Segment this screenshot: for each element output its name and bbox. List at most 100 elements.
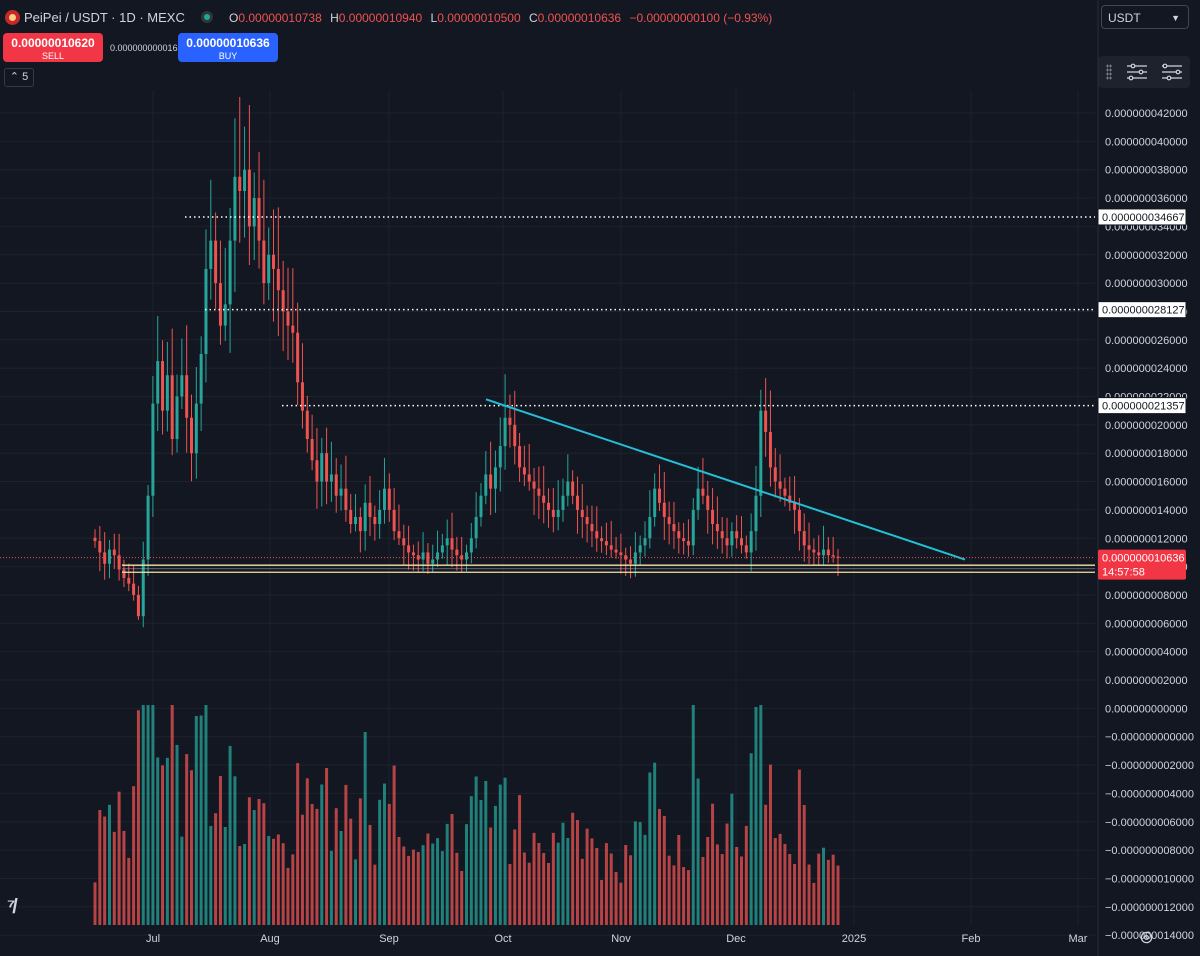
candle-body	[788, 495, 792, 503]
volume-bar	[329, 850, 333, 925]
price-axis-label: 0.000000014000	[1105, 505, 1188, 517]
price-axis-label: 0.000000032000	[1105, 250, 1188, 262]
symbol-title[interactable]: PeiPei / USDT · 1D · MEXC	[24, 10, 185, 25]
candle-body	[725, 538, 729, 546]
volume-bar	[508, 864, 512, 925]
candle-body	[542, 495, 546, 503]
candle-body	[407, 545, 411, 553]
volume-bar	[759, 705, 763, 925]
candle-body	[826, 549, 830, 556]
level-price-tag	[1097, 397, 1187, 415]
volume-bar	[156, 757, 160, 925]
settings-lines-tool-icon[interactable]	[1161, 63, 1183, 81]
buy-button[interactable]: 0.00000010636 BUY	[178, 33, 278, 62]
chevron-up-icon: ⌃	[9, 71, 20, 83]
candle-body	[513, 424, 517, 447]
volume-bar	[474, 776, 478, 925]
volume-bar	[450, 814, 454, 925]
candle-body	[238, 176, 242, 191]
candle-body	[243, 169, 247, 191]
buy-price: 0.00000010636	[186, 36, 270, 50]
market-status-icon[interactable]	[201, 11, 213, 23]
volume-bar	[527, 862, 531, 925]
volume-bar	[547, 862, 551, 925]
high-value: 0.00000010940	[338, 11, 423, 25]
price-axis-label: 0.000000012000	[1105, 533, 1188, 545]
candle-body	[532, 481, 536, 489]
volume-bar	[493, 805, 497, 925]
volume-bar	[614, 871, 618, 925]
candle-body	[373, 516, 377, 525]
price-axis-label: 0.000000040000	[1105, 136, 1188, 148]
volume-bar	[344, 784, 348, 925]
currency-select[interactable]: USDT ▼	[1101, 5, 1189, 29]
volume-bar	[247, 797, 251, 925]
volume-bar	[170, 705, 174, 925]
candle-body	[749, 531, 753, 553]
volume-bar	[657, 808, 661, 925]
volume-bar	[305, 778, 309, 925]
volume-bar	[165, 757, 169, 925]
gear-icon[interactable]	[1139, 930, 1154, 945]
chevron-down-icon: ▼	[1171, 13, 1180, 23]
time-axis-label: Nov	[611, 933, 631, 945]
candle-body	[836, 556, 840, 559]
candle-body	[469, 538, 473, 553]
volume-bar	[349, 818, 353, 925]
candle-body	[156, 361, 160, 404]
candle-body	[189, 417, 193, 454]
volume-bar	[764, 804, 768, 925]
volume-bar	[107, 804, 111, 925]
candle-body	[175, 396, 179, 440]
candle-body	[93, 537, 97, 542]
volume-bar	[175, 744, 179, 925]
sell-button[interactable]: 0.00000010620 SELL	[3, 33, 103, 62]
descending-trendline	[485, 398, 966, 561]
candle-body	[325, 453, 329, 482]
price-tags: 0.000000034667 0.000000028127 0.0000000213…	[1097, 208, 1187, 580]
volume-bar	[262, 803, 266, 925]
price-axis-label: 0.000000018000	[1105, 448, 1188, 460]
volume-bar	[725, 823, 729, 925]
peipei-coin-icon	[5, 10, 20, 25]
horizontal-lines-tool-icon[interactable]	[1126, 63, 1148, 81]
time-axis-label: Feb	[962, 933, 981, 945]
volume-bar	[826, 859, 830, 925]
volume-bar	[522, 852, 526, 925]
candle-body	[98, 541, 102, 553]
indicators-toggle[interactable]: ⌃ 5	[4, 68, 34, 87]
candle-body	[648, 516, 652, 539]
volume-bar	[373, 864, 377, 925]
candle-body	[793, 502, 797, 510]
candle-body	[354, 516, 358, 525]
open-key: O	[229, 11, 239, 25]
time-axis-label: Sep	[379, 933, 399, 945]
volume-bar	[696, 778, 700, 925]
price-axis-label: 0.000000016000	[1105, 477, 1188, 489]
price-axis-label: 0.000000036000	[1105, 193, 1188, 205]
volume-bar	[715, 844, 719, 925]
candle-body	[141, 559, 145, 617]
volume-bar	[238, 846, 242, 925]
volume-bar	[368, 824, 372, 925]
candle-body	[310, 439, 314, 461]
volume-bar	[711, 803, 715, 925]
candle-body	[643, 538, 647, 546]
last-price-tag-value: 0.000000010636	[1102, 553, 1185, 565]
candle-body	[764, 410, 768, 432]
candle-body	[281, 290, 285, 312]
drag-handle-icon[interactable]	[1106, 64, 1112, 80]
volume-bar	[252, 810, 256, 925]
candle-body	[797, 509, 801, 532]
volume-bar	[218, 776, 222, 925]
volume-bar	[445, 823, 449, 925]
volume-bar	[276, 834, 280, 925]
price-axis-label: 0.000000010000	[1105, 562, 1188, 574]
candle-body	[214, 240, 218, 284]
candle-body	[474, 516, 478, 539]
volume-bar	[662, 815, 666, 925]
candle-body	[730, 531, 734, 546]
candle-body	[783, 488, 787, 496]
low-key: L	[430, 11, 438, 25]
candle-body	[817, 552, 821, 556]
